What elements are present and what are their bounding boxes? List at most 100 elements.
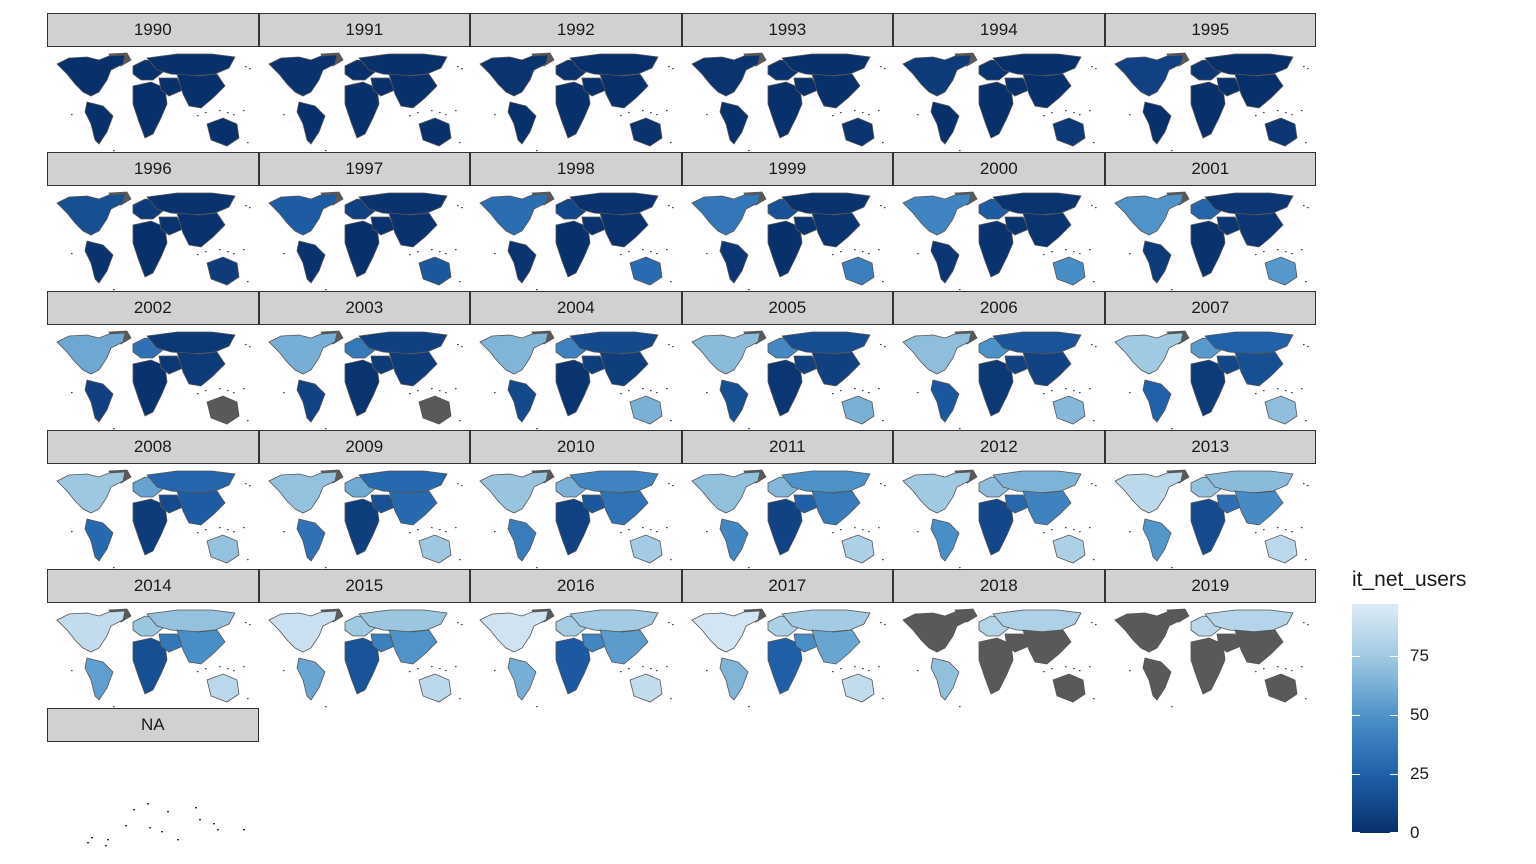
island-dot	[219, 388, 221, 390]
region-na	[1113, 471, 1184, 514]
island-dot	[642, 110, 644, 112]
facet-map	[267, 52, 463, 152]
legend-tick-mark	[1352, 832, 1360, 833]
facet-strip-label: 2004	[470, 291, 682, 325]
island-dot	[113, 150, 115, 152]
island-dot	[494, 114, 496, 116]
facet-map	[479, 469, 674, 569]
island-dot	[454, 110, 457, 112]
island-dot	[205, 251, 207, 253]
region-oc	[841, 395, 874, 425]
island-dot	[454, 527, 457, 529]
island-dot	[877, 527, 880, 529]
island-dot	[460, 207, 463, 209]
island-dot	[642, 666, 644, 668]
island-dot	[628, 529, 630, 531]
facet-strip-label: 1998	[470, 152, 682, 186]
island-dot	[456, 205, 459, 207]
region-af	[978, 220, 1014, 278]
region-sa	[507, 379, 537, 423]
region-af	[1190, 81, 1225, 139]
island-dot	[1079, 392, 1081, 394]
region-ru	[146, 331, 236, 355]
region-af	[132, 220, 168, 278]
region-af	[978, 637, 1014, 695]
region-oc	[1052, 256, 1086, 286]
island-dot	[666, 110, 668, 112]
island-dot	[247, 420, 249, 422]
island-dot	[456, 622, 459, 624]
region-oc	[1052, 534, 1086, 564]
island-dot	[430, 666, 433, 668]
na-island-dot	[195, 807, 197, 809]
region-na	[479, 193, 549, 236]
region-asia	[176, 629, 226, 665]
island-dot	[430, 527, 433, 529]
region-asia	[387, 490, 438, 526]
island-dot	[233, 531, 235, 533]
island-dot	[1043, 115, 1045, 117]
region-ru	[780, 192, 871, 216]
region-na	[479, 610, 549, 653]
region-asia	[176, 490, 226, 526]
island-dot	[1095, 207, 1097, 209]
island-dot	[668, 483, 670, 485]
island-dot	[867, 114, 870, 116]
island-dot	[536, 150, 538, 152]
region-na	[56, 332, 126, 375]
island-dot	[1284, 390, 1287, 392]
island-dot	[197, 254, 199, 256]
island-dot	[460, 485, 463, 487]
region-af	[978, 498, 1014, 556]
island-dot	[233, 114, 235, 116]
island-dot	[205, 668, 207, 670]
facet-strip-label: 2002	[47, 291, 259, 325]
island-dot	[245, 344, 247, 346]
region-oc	[206, 395, 240, 425]
island-dot	[324, 706, 327, 708]
region-asia	[1233, 212, 1284, 248]
island-dot	[444, 114, 447, 116]
region-sa	[84, 518, 114, 562]
facet-strip-label: 2011	[681, 430, 893, 464]
region-oc	[629, 395, 663, 425]
region-ru	[146, 470, 236, 494]
legend-tick-label: 25	[1410, 763, 1429, 783]
island-dot	[1091, 344, 1093, 346]
island-dot	[670, 559, 672, 561]
island-dot	[1290, 114, 1293, 116]
region-oc	[1264, 256, 1297, 286]
island-dot	[494, 670, 496, 672]
island-dot	[245, 483, 247, 485]
island-dot	[666, 527, 668, 529]
island-dot	[454, 388, 457, 390]
island-dot	[747, 706, 750, 708]
island-dot	[705, 670, 708, 672]
island-dot	[1284, 251, 1287, 253]
island-dot	[1276, 527, 1279, 529]
island-dot	[1304, 142, 1307, 144]
island-dot	[1302, 483, 1305, 485]
island-dot	[205, 529, 207, 531]
region-na	[690, 471, 761, 514]
facet-map	[267, 608, 463, 708]
island-dot	[861, 668, 864, 670]
island-dot	[867, 670, 870, 672]
island-dot	[1290, 253, 1293, 255]
facet-map	[902, 191, 1097, 291]
island-dot	[1051, 390, 1053, 392]
island-dot	[831, 254, 834, 256]
island-dot	[883, 485, 886, 487]
facet-map	[1113, 608, 1309, 708]
region-me	[1004, 633, 1030, 653]
region-ru	[569, 53, 659, 77]
island-dot	[881, 698, 884, 700]
island-dot	[656, 531, 658, 533]
island-dot	[282, 670, 285, 672]
region-oc	[1052, 117, 1086, 147]
region-oc	[841, 256, 874, 286]
region-asia	[599, 490, 649, 526]
island-dot	[324, 428, 327, 430]
region-ru	[146, 53, 236, 77]
island-dot	[831, 115, 834, 117]
